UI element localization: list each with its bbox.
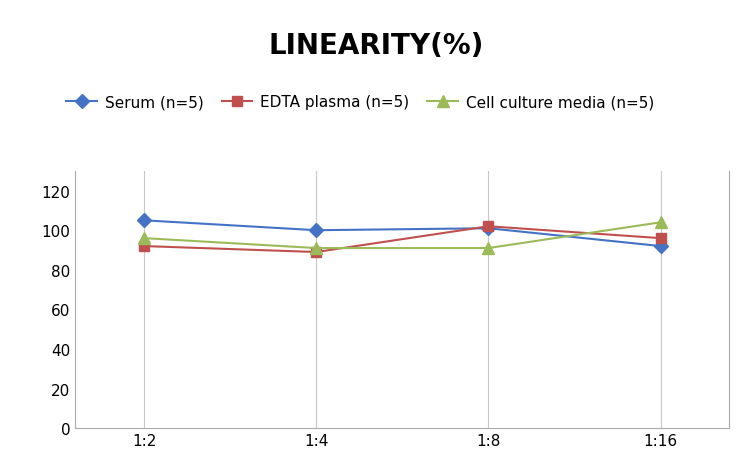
Line: Cell culture media (n=5): Cell culture media (n=5) (138, 217, 666, 254)
Legend: Serum (n=5), EDTA plasma (n=5), Cell culture media (n=5): Serum (n=5), EDTA plasma (n=5), Cell cul… (60, 89, 660, 116)
Serum (n=5) (484, 226, 493, 231)
EDTA plasma (n=5) (140, 244, 149, 249)
Text: LINEARITY(%): LINEARITY(%) (268, 32, 484, 60)
Serum (n=5) (312, 228, 321, 234)
Serum (n=5) (140, 218, 149, 224)
Cell culture media (n=5) (140, 236, 149, 241)
EDTA plasma (n=5) (656, 236, 665, 241)
EDTA plasma (n=5) (312, 250, 321, 255)
Cell culture media (n=5) (656, 220, 665, 226)
EDTA plasma (n=5) (484, 224, 493, 230)
Serum (n=5) (656, 244, 665, 249)
Line: Serum (n=5): Serum (n=5) (139, 216, 666, 251)
Cell culture media (n=5) (312, 246, 321, 251)
Cell culture media (n=5) (484, 246, 493, 251)
Line: EDTA plasma (n=5): EDTA plasma (n=5) (139, 222, 666, 258)
